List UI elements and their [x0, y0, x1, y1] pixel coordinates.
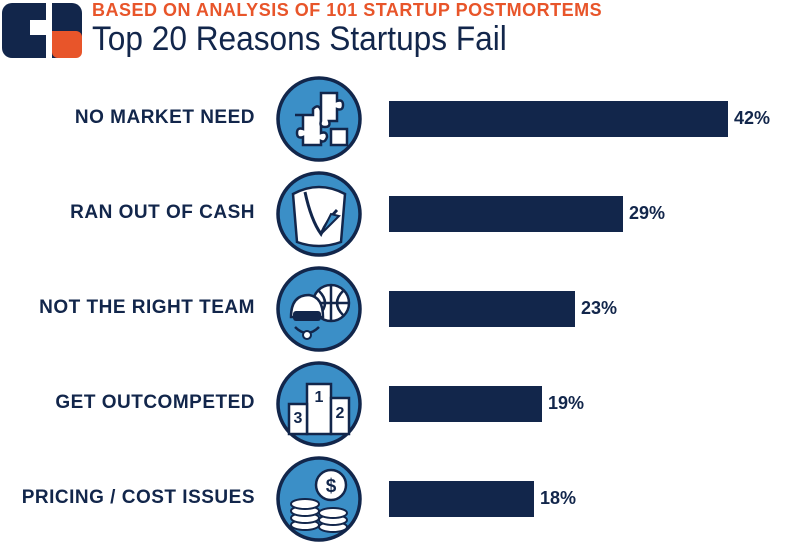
- category-label: RAN OUT OF CASH: [70, 202, 255, 223]
- bar: [389, 386, 542, 422]
- coins-icon: $: [275, 455, 363, 543]
- bar-row: NOT THE RIGHT TEAM 23%: [0, 265, 800, 359]
- data-label: 23%: [581, 298, 618, 318]
- bar-row: GET OUTCOMPETED 1 2 3 19%: [0, 360, 800, 454]
- puzzle-icon: [275, 75, 363, 163]
- bar: [389, 291, 575, 327]
- category-label: GET OUTCOMPETED: [55, 392, 255, 413]
- category-label: PRICING / COST ISSUES: [21, 487, 255, 508]
- bar-row: RAN OUT OF CASH 29%: [0, 170, 800, 264]
- bar-row: PRICING / COST ISSUES $18%: [0, 455, 800, 549]
- category-label: NO MARKET NEED: [74, 107, 255, 128]
- bar: [389, 196, 623, 232]
- bar: [389, 101, 728, 137]
- brand-logo: [2, 3, 82, 58]
- data-label: 42%: [734, 108, 771, 128]
- empty-pocket-icon: [275, 170, 363, 258]
- category-label: NOT THE RIGHT TEAM: [39, 297, 255, 318]
- svg-text:3: 3: [294, 410, 303, 427]
- data-label: 18%: [540, 488, 577, 508]
- chart-title: Top 20 Reasons Startups Fail: [92, 20, 507, 58]
- svg-text:2: 2: [336, 405, 345, 422]
- team-icon: [275, 265, 363, 353]
- bar-row: NO MARKET NEED 42%: [0, 75, 800, 169]
- svg-text:$: $: [326, 476, 337, 497]
- bar: [389, 481, 534, 517]
- chart-subtitle: BASED ON ANALYSIS OF 101 STARTUP POSTMOR…: [92, 0, 603, 20]
- svg-text:1: 1: [315, 389, 324, 406]
- data-label: 29%: [629, 203, 666, 223]
- data-label: 19%: [548, 393, 585, 413]
